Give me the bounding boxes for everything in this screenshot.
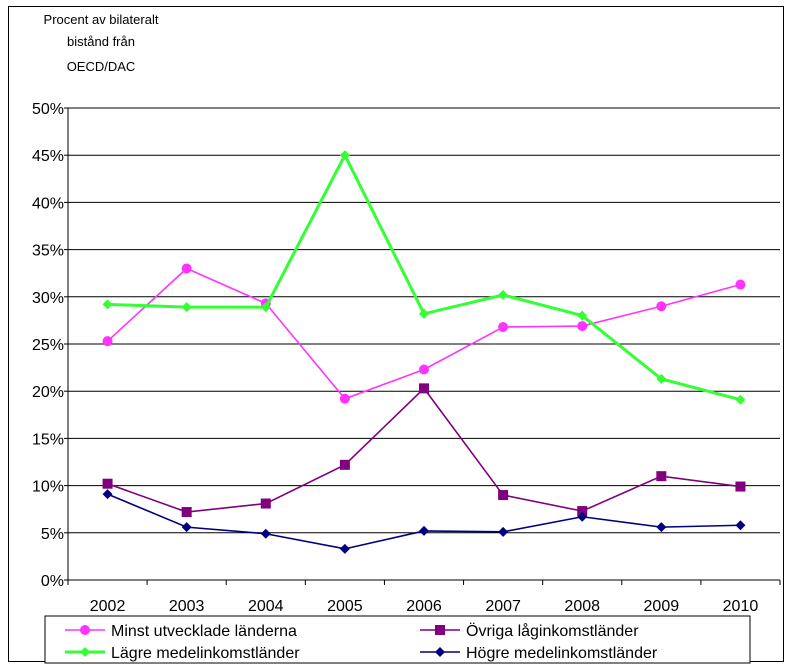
- data-point: [181, 302, 192, 313]
- y-tick-label: 15%: [32, 431, 64, 448]
- data-point: [419, 383, 429, 394]
- data-point: [339, 459, 350, 470]
- data-point: [577, 321, 588, 332]
- data-point: [498, 490, 509, 501]
- data-point: [339, 150, 350, 161]
- y-tick-label: 25%: [32, 337, 64, 354]
- data-point: [498, 289, 509, 300]
- data-point: [498, 322, 509, 333]
- series-line: [107, 151, 741, 402]
- data-point: [260, 498, 271, 509]
- y-tick-label: 40%: [32, 195, 64, 212]
- data-point: [102, 299, 113, 310]
- x-tick-label: 2005: [327, 598, 363, 615]
- data-point: [498, 526, 509, 537]
- legend-entry: Övriga låginkomstländer: [420, 622, 639, 640]
- x-tick-label: 2010: [723, 598, 759, 615]
- legend-label: Högre medelinkomstländer: [466, 645, 658, 662]
- y-axis-label-line-2: bistånd från: [67, 34, 135, 49]
- y-tick-label: 45%: [32, 148, 64, 165]
- legend-box: [44, 615, 751, 664]
- legend-marker: [80, 625, 90, 635]
- series-1: [102, 263, 746, 404]
- legend: Minst utvecklade länderna Övriga låginkom…: [44, 615, 751, 664]
- data-point: [102, 478, 113, 489]
- series-lines: [102, 150, 746, 554]
- axes: 0% 5% 10% 15% 20% 25% 30% 35% 40% 45% 50% 2002 2003 2…: [32, 101, 781, 615]
- y-tick-label: 0%: [41, 573, 64, 590]
- legend-marker: [435, 625, 445, 635]
- data-point: [419, 308, 429, 319]
- x-tick-label: 2004: [248, 598, 284, 615]
- series-3: [102, 150, 746, 405]
- legend-marker: [80, 647, 90, 657]
- series-line: [107, 387, 741, 513]
- x-tick-label: 2003: [169, 598, 205, 615]
- data-point: [577, 511, 588, 522]
- data-point: [656, 471, 667, 482]
- data-point: [419, 525, 429, 536]
- data-point: [656, 301, 667, 312]
- data-point: [656, 373, 667, 384]
- legend-label: Lägre medelinkomstländer: [111, 645, 300, 662]
- legend-entry: Minst utvecklade länderna: [65, 623, 297, 640]
- data-point: [260, 302, 271, 313]
- data-point: [735, 520, 746, 531]
- legend-label: Övriga låginkomstländer: [466, 622, 639, 640]
- y-tick-label: 10%: [32, 479, 64, 496]
- y-axis-label-line-1: Procent av bilateralt: [44, 12, 159, 27]
- data-point: [102, 489, 113, 500]
- data-point: [419, 364, 429, 375]
- data-point: [181, 522, 192, 533]
- y-tick-label: 50%: [32, 101, 64, 118]
- data-point: [735, 394, 746, 405]
- data-point: [735, 481, 746, 492]
- y-axis-label-line-3: OECD/DAC: [67, 59, 136, 74]
- y-tick-label: 30%: [32, 290, 64, 307]
- y-tick-label: 5%: [41, 526, 64, 543]
- legend-label: Minst utvecklade länderna: [111, 623, 297, 640]
- x-tick-label: 2006: [406, 598, 442, 615]
- data-point: [735, 279, 746, 290]
- data-point: [577, 310, 588, 321]
- data-point: [260, 528, 271, 539]
- y-tick-label: 20%: [32, 384, 64, 401]
- data-point: [577, 506, 588, 517]
- x-tick-label: 2009: [644, 598, 680, 615]
- legend-entry: Högre medelinkomstländer: [420, 645, 658, 662]
- legend-entry: Lägre medelinkomstländer: [65, 645, 300, 662]
- series-4: [102, 489, 746, 554]
- series-2: [102, 383, 746, 518]
- y-tick-label: 35%: [32, 243, 64, 260]
- x-tick-label: 2002: [90, 598, 126, 615]
- series-line: [107, 267, 741, 400]
- data-point: [339, 393, 350, 404]
- data-point: [102, 336, 113, 347]
- series-line: [107, 493, 741, 550]
- x-tick-label: 2008: [564, 598, 600, 615]
- data-point: [339, 543, 350, 554]
- chart-frame: [8, 6, 784, 662]
- data-point: [181, 263, 192, 274]
- x-tick-label: 2007: [485, 598, 521, 615]
- data-point: [181, 507, 192, 518]
- gridlines: [68, 107, 780, 534]
- data-point: [656, 522, 667, 533]
- legend-marker: [435, 647, 445, 657]
